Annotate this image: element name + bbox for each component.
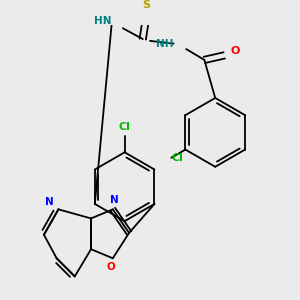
Text: O: O <box>106 262 115 272</box>
Text: Cl: Cl <box>172 153 184 163</box>
Text: O: O <box>230 46 240 56</box>
Text: NH: NH <box>156 39 174 49</box>
Text: Cl: Cl <box>119 122 130 132</box>
Text: N: N <box>110 195 119 205</box>
Text: S: S <box>142 0 150 10</box>
Text: HN: HN <box>94 16 112 26</box>
Text: N: N <box>45 197 54 207</box>
